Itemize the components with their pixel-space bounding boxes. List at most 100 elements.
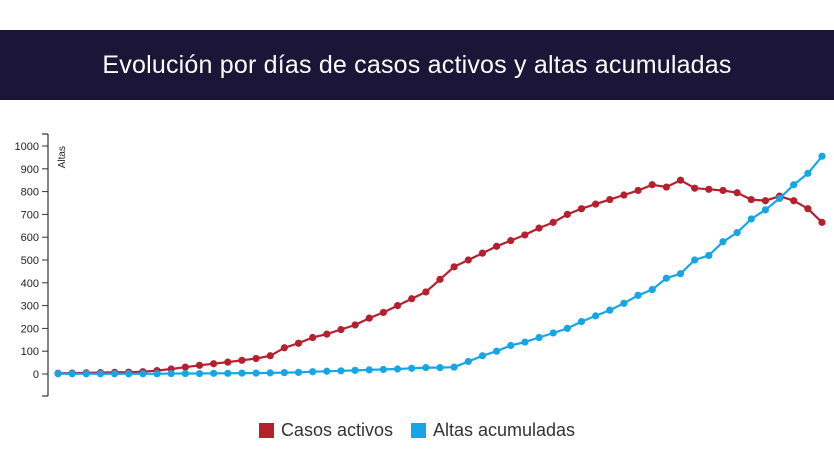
data-point-altas-acumuladas	[478, 352, 487, 360]
data-point-altas-acumuladas	[96, 370, 105, 378]
data-point-altas-acumuladas	[309, 368, 317, 376]
data-point-altas-acumuladas	[775, 194, 784, 203]
data-point-casos-activos	[648, 181, 656, 189]
data-point-altas-acumuladas	[507, 341, 515, 350]
y-axis-label: Altas	[57, 146, 68, 168]
data-point-casos-activos	[620, 191, 628, 199]
data-point-altas-acumuladas	[210, 369, 218, 377]
y-tick-label-600: 600	[21, 232, 39, 244]
data-point-altas-acumuladas	[365, 366, 373, 374]
data-point-altas-acumuladas	[620, 299, 628, 307]
data-point-casos-activos	[507, 237, 515, 245]
data-point-casos-activos	[252, 354, 260, 363]
data-point-casos-activos	[422, 288, 430, 296]
data-point-altas-acumuladas	[719, 238, 727, 246]
top-margin	[0, 0, 834, 30]
data-point-altas-acumuladas	[393, 365, 402, 373]
y-tick-label-500: 500	[21, 255, 39, 267]
title-bar: Evolución por días de casos activos y al…	[0, 30, 834, 100]
data-point-altas-acumuladas	[68, 370, 76, 378]
data-point-casos-activos	[266, 352, 274, 360]
data-point-altas-acumuladas	[676, 270, 685, 278]
data-point-altas-acumuladas	[563, 324, 571, 332]
data-point-altas-acumuladas	[492, 347, 501, 355]
data-point-casos-activos	[549, 218, 557, 226]
y-tick-label-200: 200	[21, 323, 39, 335]
legend-label-altas-acumuladas: Altas acumuladas	[432, 419, 576, 440]
data-point-altas-acumuladas	[167, 369, 175, 378]
legend-item-casos-activos[interactable]: Casos activos	[258, 419, 393, 441]
data-point-casos-activos	[563, 210, 571, 218]
data-point-casos-activos	[323, 330, 331, 338]
data-point-altas-acumuladas	[266, 369, 274, 377]
y-tick-label-0: 0	[33, 369, 39, 381]
data-point-casos-activos	[337, 325, 345, 334]
data-point-altas-acumuladas	[125, 370, 133, 378]
data-point-casos-activos	[181, 363, 189, 371]
data-point-casos-activos	[351, 321, 359, 329]
data-point-altas-acumuladas	[54, 370, 62, 378]
data-point-casos-activos	[719, 186, 727, 195]
data-point-casos-activos	[606, 195, 614, 204]
data-point-casos-activos	[634, 186, 642, 195]
data-point-altas-acumuladas	[139, 370, 147, 378]
data-point-casos-activos	[478, 249, 487, 257]
data-point-altas-acumuladas	[549, 329, 557, 337]
data-point-casos-activos	[521, 231, 529, 239]
data-point-casos-activos	[691, 184, 699, 192]
data-point-altas-acumuladas	[238, 369, 246, 377]
y-tick-label-300: 300	[21, 301, 39, 313]
data-point-altas-acumuladas	[691, 256, 699, 264]
data-point-casos-activos	[747, 195, 755, 204]
data-point-altas-acumuladas	[705, 251, 713, 260]
data-point-altas-acumuladas	[761, 206, 770, 214]
data-point-altas-acumuladas	[592, 312, 600, 320]
data-point-altas-acumuladas	[577, 317, 586, 326]
data-point-altas-acumuladas	[747, 215, 755, 223]
line-chart: 0 100 200 300 400 500 600 700 800 900 1000 Altas	[15, 133, 826, 397]
data-point-casos-activos	[733, 189, 741, 197]
data-point-altas-acumuladas	[521, 338, 529, 346]
data-point-altas-acumuladas	[606, 306, 614, 314]
data-point-casos-activos	[804, 205, 812, 213]
data-point-altas-acumuladas	[422, 364, 430, 372]
data-point-altas-acumuladas	[790, 181, 798, 189]
data-point-altas-acumuladas	[634, 291, 642, 299]
y-tick-label-1000: 1000	[15, 141, 39, 153]
chart-title: Evolución por días de casos activos y al…	[102, 50, 732, 79]
y-tick-label-900: 900	[21, 164, 39, 176]
data-point-altas-acumuladas	[818, 152, 826, 160]
data-point-casos-activos	[224, 358, 232, 366]
data-point-casos-activos	[676, 176, 685, 184]
data-point-casos-activos	[761, 197, 770, 205]
data-point-casos-activos	[592, 200, 600, 208]
data-point-casos-activos	[309, 333, 317, 342]
y-tick-label-400: 400	[21, 278, 39, 290]
data-point-altas-acumuladas	[280, 369, 288, 377]
data-point-altas-acumuladas	[351, 366, 359, 374]
data-point-casos-activos	[280, 344, 288, 352]
data-point-casos-activos	[210, 360, 218, 368]
data-point-altas-acumuladas	[294, 368, 303, 377]
data-point-casos-activos	[450, 263, 458, 271]
legend-item-altas-acumuladas[interactable]: Altas acumuladas	[410, 419, 576, 441]
data-point-altas-acumuladas	[337, 367, 345, 375]
data-point-casos-activos	[408, 295, 416, 303]
data-point-altas-acumuladas	[464, 357, 472, 366]
y-tick-label-100: 100	[21, 346, 39, 358]
data-point-casos-activos	[436, 275, 444, 283]
chart-legend: Casos activos Altas acumuladas	[0, 418, 834, 442]
data-point-altas-acumuladas	[648, 286, 656, 294]
data-point-altas-acumuladas	[110, 370, 119, 378]
data-point-altas-acumuladas	[195, 369, 204, 378]
y-tick-label-800: 800	[21, 187, 39, 199]
data-point-casos-activos	[662, 183, 670, 191]
y-tick-label-700: 700	[21, 209, 39, 221]
data-point-altas-acumuladas	[181, 369, 189, 378]
legend-swatch-casos-activos	[258, 422, 274, 438]
data-point-casos-activos	[379, 308, 388, 317]
data-point-casos-activos	[238, 356, 246, 364]
legend-label-casos-activos: Casos activos	[280, 419, 393, 440]
data-point-altas-acumuladas	[379, 365, 388, 374]
data-point-altas-acumuladas	[224, 369, 232, 377]
